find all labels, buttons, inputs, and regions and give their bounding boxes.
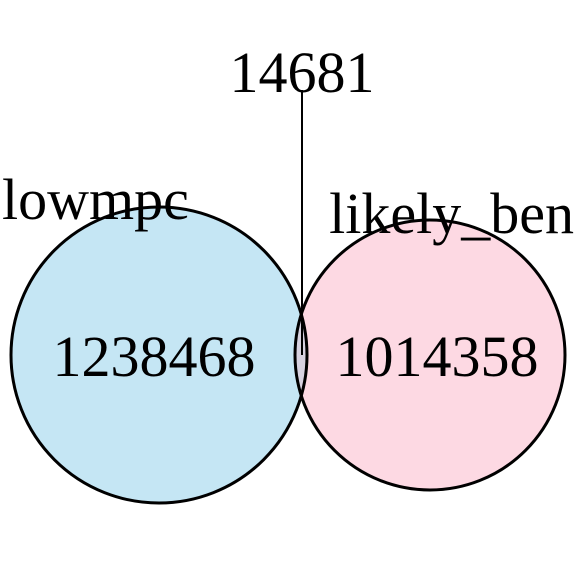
set-circle-likely-ben bbox=[295, 220, 565, 490]
set-count-likely-ben: 1014358 bbox=[336, 324, 539, 389]
set-outline-lowmpc bbox=[9, 205, 309, 505]
intersection-count: 14681 bbox=[230, 40, 375, 105]
set-label-likely-ben: likely_ben bbox=[329, 181, 574, 246]
set-count-lowmpc: 1238468 bbox=[53, 324, 256, 389]
set-label-lowmpc: lowmpc bbox=[2, 167, 189, 232]
set-circle-lowmpc bbox=[11, 207, 307, 503]
set-outline-likely-ben bbox=[293, 218, 567, 492]
